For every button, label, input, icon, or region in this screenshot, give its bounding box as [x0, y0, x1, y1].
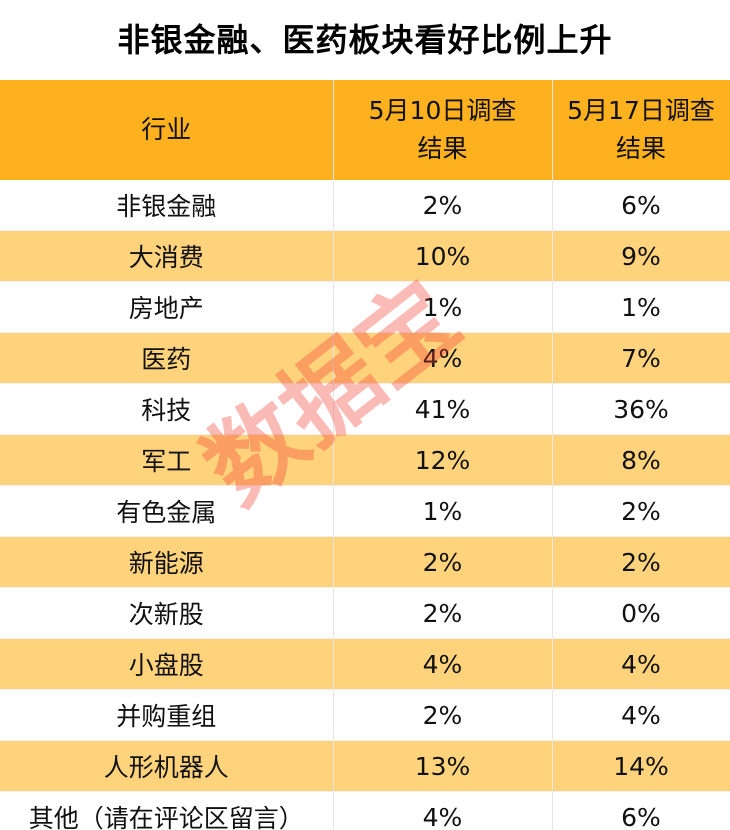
industry-cell: 并购重组: [0, 689, 334, 741]
table-row: 科技 41% 36%: [0, 383, 730, 435]
header-may17: 5月17日调查 结果: [552, 80, 730, 180]
may17-cell: 8%: [552, 434, 730, 486]
table-row: 非银金融 2% 6%: [0, 180, 730, 231]
may10-cell: 2%: [333, 536, 553, 588]
may10-cell: 2%: [333, 587, 553, 639]
table-row: 医药 4% 7%: [0, 332, 730, 384]
industry-cell: 次新股: [0, 587, 334, 639]
industry-cell: 房地产: [0, 281, 334, 333]
may17-cell: 4%: [552, 638, 730, 690]
may17-cell: 7%: [552, 332, 730, 384]
industry-cell: 有色金属: [0, 485, 334, 537]
may17-cell: 0%: [552, 587, 730, 639]
may10-cell: 2%: [333, 689, 553, 741]
table-row: 房地产 1% 1%: [0, 281, 730, 333]
may17-cell: 9%: [552, 230, 730, 282]
may10-cell: 1%: [333, 485, 553, 537]
may10-cell: 4%: [333, 791, 553, 830]
industry-cell: 非银金融: [0, 180, 334, 231]
table-row: 其他（请在评论区留言） 4% 6%: [0, 791, 730, 830]
table-row: 大消费 10% 9%: [0, 230, 730, 282]
may10-cell: 10%: [333, 230, 553, 282]
may17-cell: 6%: [552, 180, 730, 231]
header-industry: 行业: [0, 80, 334, 180]
survey-table: 行业 5月10日调查 结果 5月17日调查 结果 非银金融 2% 6% 大消费 10% 9% 房…: [0, 80, 730, 830]
industry-cell: 小盘股: [0, 638, 334, 690]
industry-cell: 科技: [0, 383, 334, 435]
may17-cell: 4%: [552, 689, 730, 741]
may10-cell: 2%: [333, 180, 553, 231]
table-title: 非银金融、医药板块看好比例上升: [117, 21, 613, 59]
table-row: 人形机器人 13% 14%: [0, 740, 730, 792]
industry-cell: 军工: [0, 434, 334, 486]
table-row: 并购重组 2% 4%: [0, 689, 730, 741]
may10-cell: 4%: [333, 638, 553, 690]
table-row: 小盘股 4% 4%: [0, 638, 730, 690]
may10-cell: 41%: [333, 383, 553, 435]
industry-cell: 人形机器人: [0, 740, 334, 792]
may10-cell: 1%: [333, 281, 553, 333]
header-may10: 5月10日调查 结果: [333, 80, 553, 180]
may17-cell: 1%: [552, 281, 730, 333]
table-row: 军工 12% 8%: [0, 434, 730, 486]
table-row: 新能源 2% 2%: [0, 536, 730, 588]
may17-cell: 6%: [552, 791, 730, 830]
may10-cell: 12%: [333, 434, 553, 486]
header-row: 行业 5月10日调查 结果 5月17日调查 结果: [0, 80, 730, 180]
may10-cell: 13%: [333, 740, 553, 792]
industry-cell: 医药: [0, 332, 334, 384]
may17-cell: 2%: [552, 536, 730, 588]
may10-cell: 4%: [333, 332, 553, 384]
table-row: 次新股 2% 0%: [0, 587, 730, 639]
may17-cell: 14%: [552, 740, 730, 792]
industry-cell: 大消费: [0, 230, 334, 282]
table-row: 有色金属 1% 2%: [0, 485, 730, 537]
may17-cell: 2%: [552, 485, 730, 537]
industry-cell: 其他（请在评论区留言）: [0, 791, 334, 830]
may17-cell: 36%: [552, 383, 730, 435]
industry-cell: 新能源: [0, 536, 334, 588]
